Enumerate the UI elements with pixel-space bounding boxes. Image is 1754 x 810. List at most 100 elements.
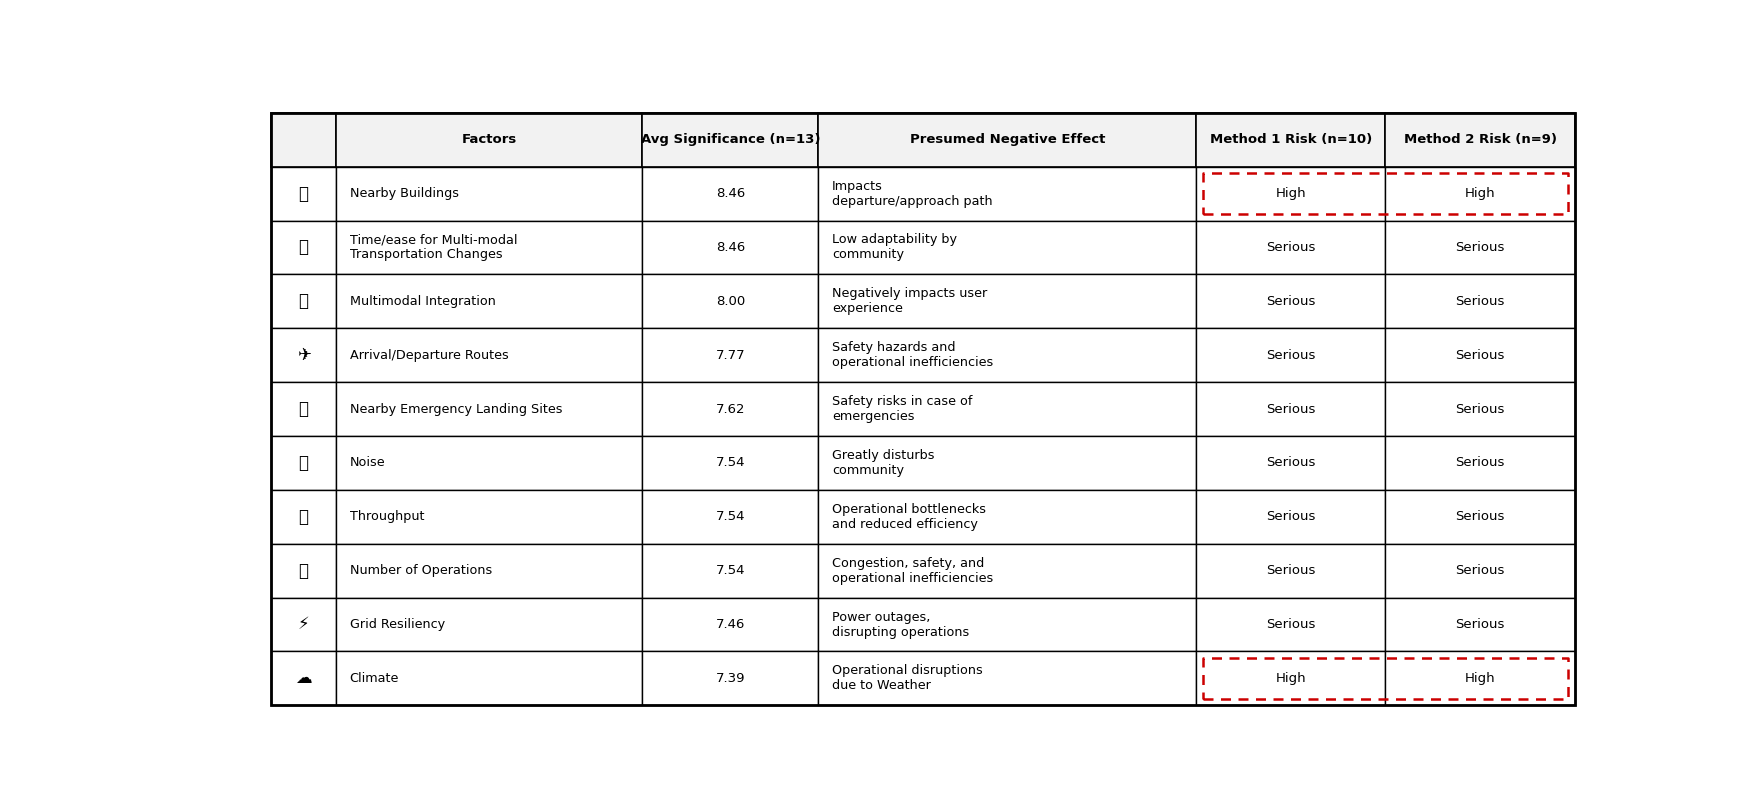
Bar xyxy=(642,328,819,382)
Bar xyxy=(1196,113,1386,167)
Bar xyxy=(642,490,819,544)
Text: Greatly disturbs
community: Greatly disturbs community xyxy=(831,449,935,477)
Text: Serious: Serious xyxy=(1456,241,1505,254)
Text: Negatively impacts user
experience: Negatively impacts user experience xyxy=(831,288,988,315)
Bar xyxy=(1386,651,1575,706)
Bar xyxy=(1386,382,1575,436)
Bar xyxy=(642,382,819,436)
Text: Serious: Serious xyxy=(1266,295,1316,308)
Bar xyxy=(1196,436,1386,490)
Bar xyxy=(337,651,642,706)
Bar xyxy=(642,167,819,220)
Bar xyxy=(1386,220,1575,275)
Text: Serious: Serious xyxy=(1456,564,1505,578)
Bar xyxy=(642,436,819,490)
Bar xyxy=(337,544,642,598)
Bar xyxy=(337,598,642,651)
Text: Nearby Emergency Landing Sites: Nearby Emergency Landing Sites xyxy=(349,403,563,416)
Text: 7.62: 7.62 xyxy=(716,403,745,416)
Text: Impacts
departure/approach path: Impacts departure/approach path xyxy=(831,180,993,207)
Text: 🔔: 🔔 xyxy=(298,400,309,418)
Text: Serious: Serious xyxy=(1456,618,1505,631)
Bar xyxy=(819,328,1196,382)
Text: High: High xyxy=(1465,671,1496,685)
Bar xyxy=(1386,275,1575,328)
Bar xyxy=(270,220,337,275)
Bar xyxy=(1196,220,1386,275)
Bar xyxy=(1386,544,1575,598)
Bar xyxy=(337,382,642,436)
Bar xyxy=(337,167,642,220)
Text: 7.54: 7.54 xyxy=(716,456,745,470)
Bar xyxy=(337,220,642,275)
Bar xyxy=(1386,167,1575,220)
Text: ✈: ✈ xyxy=(296,346,310,364)
Bar xyxy=(270,328,337,382)
Bar xyxy=(642,544,819,598)
Text: 👥: 👥 xyxy=(298,508,309,526)
Text: 8.46: 8.46 xyxy=(716,187,745,200)
Bar xyxy=(1196,490,1386,544)
Bar xyxy=(819,275,1196,328)
Bar xyxy=(337,490,642,544)
Text: Serious: Serious xyxy=(1456,510,1505,523)
Text: Serious: Serious xyxy=(1456,295,1505,308)
Bar xyxy=(819,382,1196,436)
Text: Safety risks in case of
emergencies: Safety risks in case of emergencies xyxy=(831,395,972,423)
Text: High: High xyxy=(1465,187,1496,200)
Bar xyxy=(270,544,337,598)
Bar xyxy=(1196,598,1386,651)
Bar xyxy=(1196,544,1386,598)
Text: Arrival/Departure Routes: Arrival/Departure Routes xyxy=(349,348,509,362)
Text: Operational disruptions
due to Weather: Operational disruptions due to Weather xyxy=(831,664,982,693)
Text: Climate: Climate xyxy=(349,671,400,685)
Text: 7.46: 7.46 xyxy=(716,618,745,631)
Text: Serious: Serious xyxy=(1456,456,1505,470)
Text: Time/ease for Multi-modal
Transportation Changes: Time/ease for Multi-modal Transportation… xyxy=(349,233,517,262)
Text: 7.54: 7.54 xyxy=(716,510,745,523)
Text: Method 2 Risk (n=9): Method 2 Risk (n=9) xyxy=(1403,133,1556,147)
Text: Serious: Serious xyxy=(1266,510,1316,523)
Text: 🔊: 🔊 xyxy=(298,454,309,472)
Text: 7.54: 7.54 xyxy=(716,564,745,578)
Text: High: High xyxy=(1275,187,1307,200)
Bar xyxy=(642,275,819,328)
Text: 8.00: 8.00 xyxy=(716,295,745,308)
Text: High: High xyxy=(1275,671,1307,685)
Bar xyxy=(270,382,337,436)
Text: Noise: Noise xyxy=(349,456,386,470)
Text: Safety hazards and
operational inefficiencies: Safety hazards and operational inefficie… xyxy=(831,341,993,369)
Text: Operational bottlenecks
and reduced efficiency: Operational bottlenecks and reduced effi… xyxy=(831,503,986,531)
Bar xyxy=(270,167,337,220)
Bar xyxy=(819,113,1196,167)
Bar xyxy=(1386,328,1575,382)
Bar xyxy=(337,275,642,328)
Text: 7.77: 7.77 xyxy=(716,348,745,362)
Text: ⬛: ⬛ xyxy=(298,185,309,202)
Bar xyxy=(337,113,642,167)
Text: Serious: Serious xyxy=(1266,348,1316,362)
Bar xyxy=(337,436,642,490)
Text: Serious: Serious xyxy=(1266,241,1316,254)
Text: Serious: Serious xyxy=(1456,403,1505,416)
Text: Serious: Serious xyxy=(1266,456,1316,470)
Text: ⛓: ⛓ xyxy=(298,292,309,310)
Bar xyxy=(1386,113,1575,167)
Text: Number of Operations: Number of Operations xyxy=(349,564,491,578)
Bar xyxy=(1196,651,1386,706)
Text: Nearby Buildings: Nearby Buildings xyxy=(349,187,460,200)
Text: Grid Resiliency: Grid Resiliency xyxy=(349,618,446,631)
Bar xyxy=(337,328,642,382)
Bar xyxy=(1386,490,1575,544)
Bar xyxy=(819,220,1196,275)
Bar xyxy=(819,544,1196,598)
Text: Multimodal Integration: Multimodal Integration xyxy=(349,295,496,308)
Bar xyxy=(1386,598,1575,651)
Bar xyxy=(1196,328,1386,382)
Bar xyxy=(642,651,819,706)
Text: Serious: Serious xyxy=(1266,564,1316,578)
Text: ⏰: ⏰ xyxy=(298,238,309,257)
Bar xyxy=(642,113,819,167)
Text: Power outages,
disrupting operations: Power outages, disrupting operations xyxy=(831,611,970,638)
Text: ☁: ☁ xyxy=(295,669,312,688)
